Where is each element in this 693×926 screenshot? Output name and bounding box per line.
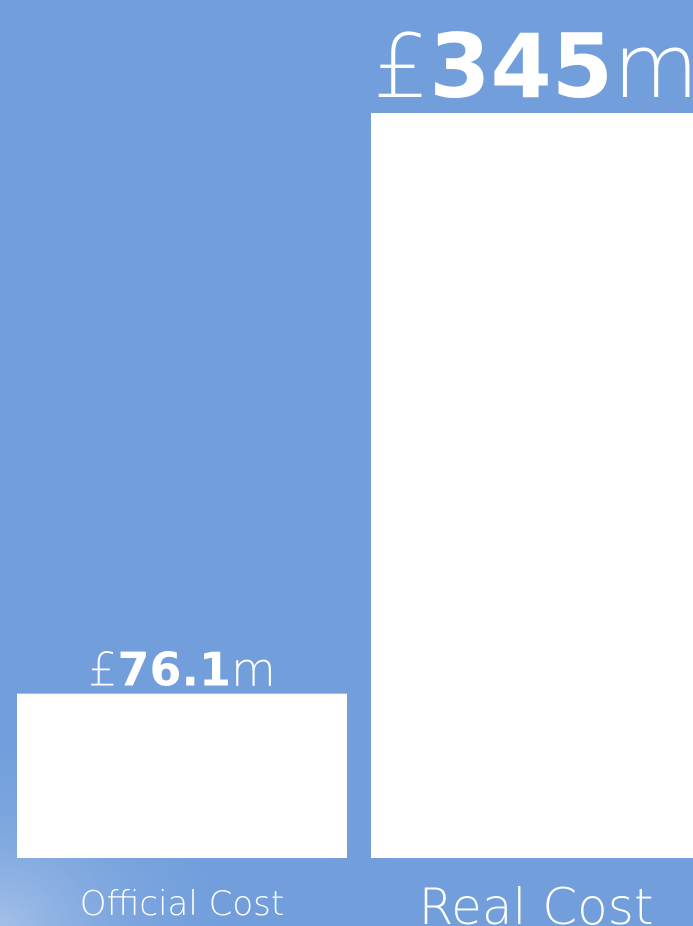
value-label-part: m <box>613 15 693 118</box>
value-label: £345m <box>373 15 693 118</box>
value-label-part: £ <box>88 642 117 696</box>
value-label-part: 76.1 <box>117 642 231 696</box>
value-label: £76.1m <box>88 642 276 696</box>
x-tick-label: Official Cost <box>80 884 284 924</box>
value-label-part: £ <box>373 15 429 118</box>
bar <box>371 113 693 858</box>
bar <box>17 693 347 858</box>
value-label-part: 345 <box>429 15 613 118</box>
x-tick-label: Real Cost <box>419 878 654 926</box>
value-label-part: m <box>231 642 276 696</box>
